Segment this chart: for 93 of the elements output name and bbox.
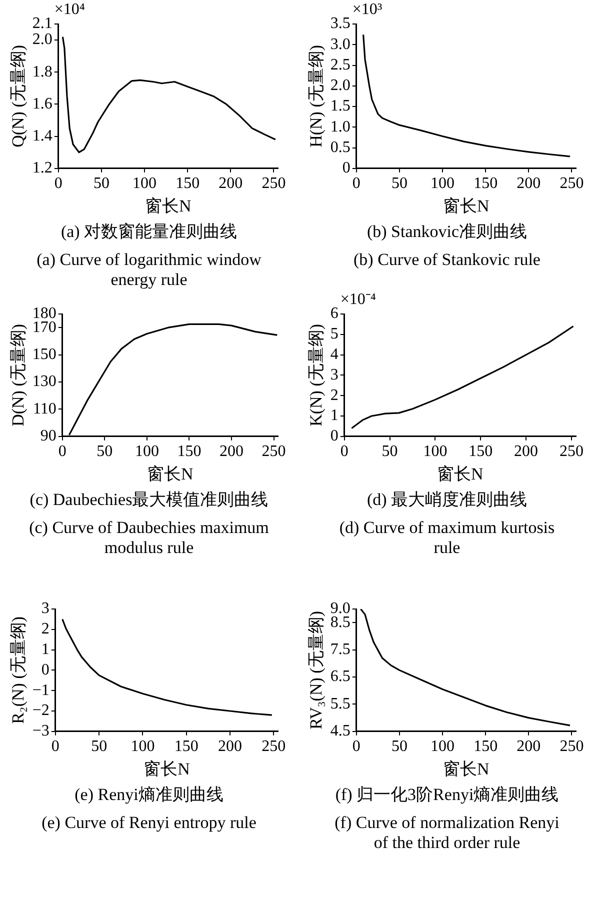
x-tick-label: 50 <box>91 738 108 756</box>
x-tick-label: 150 <box>474 175 498 192</box>
y-tick-label: −3 <box>32 722 50 740</box>
y-tick-label: 1.6 <box>32 95 52 112</box>
text: ×10⁴ <box>54 1 86 18</box>
y-tick-label: 3 <box>41 600 50 618</box>
y-tick-label: 5.5 <box>330 695 350 712</box>
text: (c) Curve of Daubechies maximum modulus rule <box>29 518 269 558</box>
x-axis-title: 窗长N <box>443 759 490 778</box>
y-tick-label: 2.0 <box>330 77 350 94</box>
x-tick-label: 100 <box>430 738 455 756</box>
text: (d) Curve of maximum kurtosis rule <box>338 518 556 558</box>
y-axis-title: H(N) (无量纲) <box>306 44 326 148</box>
y-tick-label: 110 <box>32 400 56 418</box>
y-tick-label: 1.2 <box>32 160 52 177</box>
x-axis-title: 窗长N <box>437 464 484 484</box>
text: (e) Curve of Renyi entropy rule <box>40 813 258 833</box>
x-axis-title: 窗长N <box>144 759 190 778</box>
y-tick-label: 0.5 <box>330 138 350 156</box>
y-tick-label: 0 <box>342 160 350 177</box>
text: (c) Daubechies最大模值准则曲线 <box>29 490 269 510</box>
x-axis-title: 窗长N <box>443 196 490 216</box>
y-tick-label: 2.1 <box>32 15 52 32</box>
text: (d) 最大峭度准则曲线 <box>366 490 528 510</box>
x-tick-label: 200 <box>218 175 243 192</box>
text: ×10⁻⁴ <box>340 291 376 308</box>
y-tick-label: 1.0 <box>330 118 350 136</box>
y-axis-title: D(N) (无量纲) <box>8 324 28 426</box>
text: (f) 归一化3阶Renyi熵准则曲线 <box>334 785 560 805</box>
y-tick-label: 150 <box>32 346 56 364</box>
text: (e) Renyi熵准则曲线 <box>74 785 224 805</box>
x-axis-title: 窗长N <box>147 464 194 484</box>
y-tick-label: 1 <box>330 407 338 424</box>
x-tick-label: 250 <box>262 443 286 460</box>
y-tick-label: 0 <box>330 428 338 445</box>
x-tick-label: 200 <box>514 443 538 460</box>
y-tick-label: 1.8 <box>32 63 52 80</box>
y-tick-label: 4 <box>330 346 338 364</box>
x-tick-label: 250 <box>560 738 584 756</box>
y-tick-label: 1 <box>41 641 50 658</box>
y-tick-label: 5 <box>330 326 338 343</box>
x-tick-label: 100 <box>130 738 155 756</box>
x-tick-label: 250 <box>560 175 584 192</box>
y-axis-title: K(N) (无量纲) <box>306 324 326 426</box>
y-tick-label: 3.0 <box>330 36 350 53</box>
x-tick-label: 250 <box>559 443 584 460</box>
y-axis-title: RV₃(N) (无量纲) <box>306 611 326 730</box>
y-axis-title: R₂(N) (无量纲) <box>8 616 28 724</box>
text: (f) Curve of normalization Renyi of the third order rule <box>334 813 560 853</box>
y-tick-label: 90 <box>40 428 56 445</box>
y-tick-label: 4.5 <box>330 722 350 740</box>
y-tick-label: 0 <box>41 661 50 678</box>
x-tick-label: 150 <box>176 175 200 192</box>
y-tick-label: 2.5 <box>330 56 350 74</box>
x-tick-label: 250 <box>262 738 286 756</box>
x-tick-label: 100 <box>134 443 159 460</box>
x-tick-label: 50 <box>391 175 408 192</box>
y-tick-label: 130 <box>32 373 56 390</box>
x-tick-label: 50 <box>391 738 408 756</box>
x-tick-label: 100 <box>423 443 448 460</box>
x-tick-label: 50 <box>96 443 113 460</box>
y-tick-label: 2 <box>41 620 50 638</box>
y-tick-label: 1.4 <box>32 128 52 145</box>
y-tick-label: 1.5 <box>330 98 350 115</box>
y-tick-label: −2 <box>32 702 50 720</box>
x-tick-label: 200 <box>516 738 541 756</box>
x-tick-label: 50 <box>93 175 110 192</box>
y-tick-label: 6 <box>330 305 338 322</box>
x-tick-label: 150 <box>468 443 493 460</box>
y-tick-label: 3.5 <box>330 15 350 32</box>
x-tick-label: 200 <box>220 443 244 460</box>
y-tick-label: 2.0 <box>32 31 52 48</box>
x-tick-label: 100 <box>132 175 157 192</box>
x-tick-label: 150 <box>174 738 198 756</box>
y-tick-label: −1 <box>32 682 50 699</box>
x-tick-label: 200 <box>218 738 242 756</box>
x-tick-label: 200 <box>516 175 541 192</box>
text: (b) Curve of Stankovic rule <box>352 250 542 270</box>
text: (b) Stankovic准则曲线 <box>366 222 528 242</box>
x-tick-label: 100 <box>430 175 455 192</box>
x-axis-title: 窗长N <box>145 196 192 216</box>
text: (a) 对数窗能量准则曲线 <box>60 222 238 242</box>
y-tick-label: 6.5 <box>330 668 350 686</box>
x-tick-label: 150 <box>474 738 498 756</box>
x-tick-label: 150 <box>177 443 202 460</box>
y-axis-title: Q(N) (无量纲) <box>8 44 28 148</box>
y-tick-label: 2 <box>330 386 338 404</box>
text: ×10³ <box>352 1 382 18</box>
y-tick-label: 7.5 <box>330 641 350 658</box>
text: (a) Curve of logarithmic window energy rule <box>36 250 262 290</box>
y-tick-label: 3 <box>330 366 338 384</box>
x-tick-label: 50 <box>382 443 398 460</box>
x-tick-label: 250 <box>262 175 286 192</box>
